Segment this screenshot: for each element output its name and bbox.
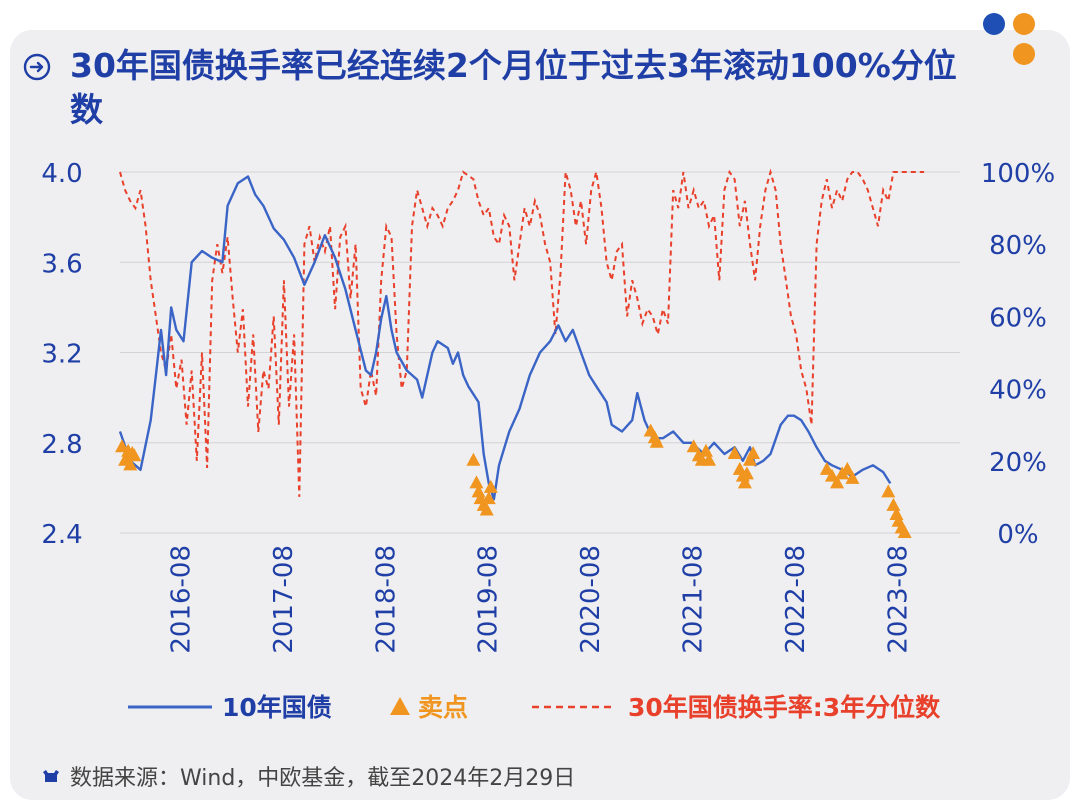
sell-point-marker [469,475,484,489]
x-tick-label: 2020-08 [576,545,606,654]
sell-point-marker [481,491,496,505]
sell-point-marker [819,461,834,475]
y-left-tick-label: 3.2 [41,340,82,370]
sell-point-marker [845,470,860,484]
y-left-tick-label: 2.4 [41,520,82,550]
series-turnover-percentile-line [119,168,925,497]
brand-dots-logo [983,13,1035,65]
chart-title: 30年国债换手率已经连续2个月位于过去3年滚动100%分位数 [70,46,957,129]
series-10y-yield-line [118,175,892,501]
y-right-tick-label: 100% [981,159,1055,189]
x-tick-label: 2017-08 [269,545,299,654]
brand-dot-blue [983,13,1005,35]
brand-dot-orange-2 [1013,43,1035,65]
sell-point-marker [123,457,138,471]
brand-dot-orange-1 [1013,13,1035,35]
sell-point-marker [897,525,912,538]
sell-point-marker [466,452,481,466]
sell-point-marker [483,479,498,493]
sell-point-marker [649,434,664,448]
y-right-tick-label: 40% [989,376,1047,406]
sell-point-marker [830,475,845,489]
arrow-circle-icon [23,53,51,81]
legend-swatch-sell-point [390,697,410,715]
x-tick-label: 2019-08 [474,545,504,654]
sell-point-marker [479,502,494,516]
legend-label-10y-yield: 10年国债 [222,693,332,722]
sell-point-marker [739,466,754,480]
sell-point-marker [886,497,901,511]
y-right-tick-label: 0% [997,520,1038,550]
x-tick-label: 2023-08 [883,545,913,654]
y-left-tick-label: 3.6 [41,249,82,279]
x-tick-label: 2022-08 [781,545,811,654]
sell-point-marker [702,452,717,466]
source-footer: 数据来源：Wind，中欧基金，截至2024年2月29日 [40,760,575,792]
x-tick-label: 2021-08 [679,545,709,654]
sell-point-marker [727,446,742,460]
legend-label-turnover-percentile: 30年国债换手率:3年分位数 [628,693,941,722]
sell-point-marker [746,446,761,460]
sell-point-marker [881,484,896,498]
sell-point-marker [840,461,855,475]
sell-point-marker [698,443,713,457]
sell-point-marker [737,475,752,489]
y-left-tick-label: 4.0 [41,159,82,189]
sell-point-marker [686,439,701,453]
cow-icon [43,770,59,782]
sell-point-marker [824,468,839,482]
x-tick-label: 2016-08 [166,545,196,654]
legend-label-sell-point: 卖点 [418,693,468,722]
y-right-tick-label: 20% [989,448,1047,478]
y-right-tick-label: 60% [989,303,1047,333]
sell-point-marker [127,448,142,462]
y-right-tick-label: 80% [989,231,1047,261]
source-text: 数据来源：Wind，中欧基金，截至2024年2月29日 [70,766,576,791]
sell-point-marker [743,452,757,466]
y-left-tick-label: 2.8 [41,430,82,460]
x-tick-label: 2018-08 [371,545,401,654]
